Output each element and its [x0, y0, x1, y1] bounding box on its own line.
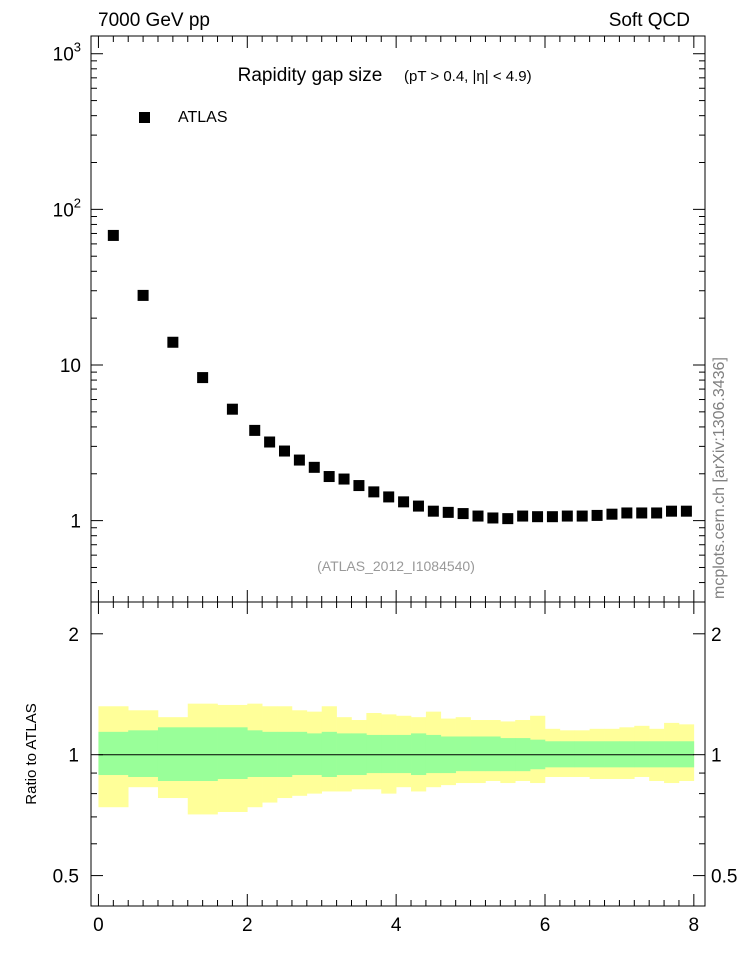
- data-point: [383, 491, 395, 503]
- inner-band-bin: [128, 730, 159, 777]
- data-point: [226, 403, 238, 415]
- inner-band-bin: [187, 727, 218, 782]
- data-point: [412, 500, 424, 512]
- data-point: [264, 436, 276, 448]
- inner-band-bin: [455, 736, 471, 772]
- data-point: [680, 505, 692, 517]
- data-point: [606, 508, 618, 520]
- data-point: [293, 454, 305, 466]
- data-point: [167, 336, 179, 348]
- chart-subtitle: (pT > 0.4, |η| < 4.9): [404, 68, 532, 85]
- data-point: [546, 511, 558, 523]
- header-right: Soft QCD: [609, 10, 690, 31]
- ratio-frame: [90, 601, 706, 907]
- x-tick-label: 2: [242, 915, 253, 936]
- y-axis-ticks: 1 10 102 103: [53, 40, 705, 603]
- x-tick-label: 0: [93, 915, 104, 936]
- main-panel: 1 10 102 103 Rapidity gap size (pT > 0.4, |…: [53, 35, 706, 603]
- data-point: [457, 508, 469, 520]
- data-point: [442, 506, 454, 518]
- inner-band-bin: [157, 727, 189, 782]
- y-tick-label: 103: [53, 40, 81, 66]
- ratio-y-tick-label: 1: [68, 746, 79, 767]
- data-point: [502, 513, 514, 525]
- data-point: [427, 505, 439, 517]
- ratio-y-tick-label: 2: [68, 625, 79, 646]
- inner-band-bin: [98, 731, 129, 776]
- inner-band-bin: [366, 734, 382, 774]
- header-left: 7000 GeV pp: [98, 10, 210, 31]
- data-point: [368, 486, 380, 498]
- data-point: [517, 510, 529, 522]
- inner-band-bin: [217, 727, 248, 779]
- data-point: [472, 510, 484, 522]
- chart-title: Rapidity gap size: [238, 65, 383, 86]
- ratio-bands: [98, 703, 695, 815]
- x-axis-ticks: [97, 36, 695, 602]
- data-point: [137, 289, 149, 301]
- data-points: [107, 229, 692, 525]
- data-point: [197, 372, 209, 384]
- inner-band-bin: [247, 730, 263, 777]
- x-tick-label: 4: [391, 915, 402, 936]
- data-point: [561, 510, 573, 522]
- ratio-y-tick-label-right: 0.5: [711, 867, 737, 888]
- legend-entry: ATLAS: [178, 109, 228, 126]
- inner-band-bin: [485, 736, 501, 772]
- inner-band-bin: [470, 736, 486, 772]
- y-tick-label: 10: [60, 356, 81, 377]
- data-point: [107, 229, 119, 241]
- ratio-panel: 0.5 0.5 1 1 2 2 0 2 4 6 8 Ratio to ATLAS: [23, 601, 738, 936]
- ratio-y-tick-label-right: 1: [711, 746, 722, 767]
- data-point: [651, 507, 663, 519]
- ratio-ylabel: Ratio to ATLAS: [23, 703, 40, 804]
- ratio-y-tick-label-right: 2: [711, 625, 722, 646]
- data-point: [249, 424, 261, 436]
- ratio-y-tick-label: 0.5: [53, 867, 79, 888]
- annotation: (ATLAS_2012_I1084540): [317, 558, 475, 574]
- y-tick-label: 1: [70, 512, 81, 533]
- data-point: [487, 512, 499, 524]
- side-label: mcplots.cern.ch [arXiv:1306.3436]: [711, 357, 728, 599]
- data-point: [666, 505, 678, 517]
- x-tick-label: 6: [540, 915, 551, 936]
- data-point: [621, 507, 633, 519]
- ratio-y-ticks: 0.5 0.5 1 1 2 2: [53, 625, 738, 888]
- data-point: [338, 473, 350, 485]
- data-point: [636, 507, 648, 519]
- inner-band-bin: [381, 734, 397, 774]
- x-tick-label: 8: [689, 915, 700, 936]
- inner-band-bin: [425, 734, 442, 774]
- data-point: [308, 461, 320, 473]
- data-point: [532, 511, 544, 523]
- legend-marker: [139, 112, 150, 123]
- data-point: [353, 480, 365, 492]
- data-point: [323, 471, 335, 483]
- data-point: [591, 509, 603, 521]
- inner-band-bin: [396, 734, 412, 774]
- inner-band-bin: [291, 731, 308, 776]
- ratio-x-ticks: 0 2 4 6 8: [93, 602, 699, 936]
- y-tick-label: 102: [53, 195, 81, 221]
- data-point: [279, 445, 291, 457]
- data-point: [576, 510, 588, 522]
- data-point: [398, 496, 410, 508]
